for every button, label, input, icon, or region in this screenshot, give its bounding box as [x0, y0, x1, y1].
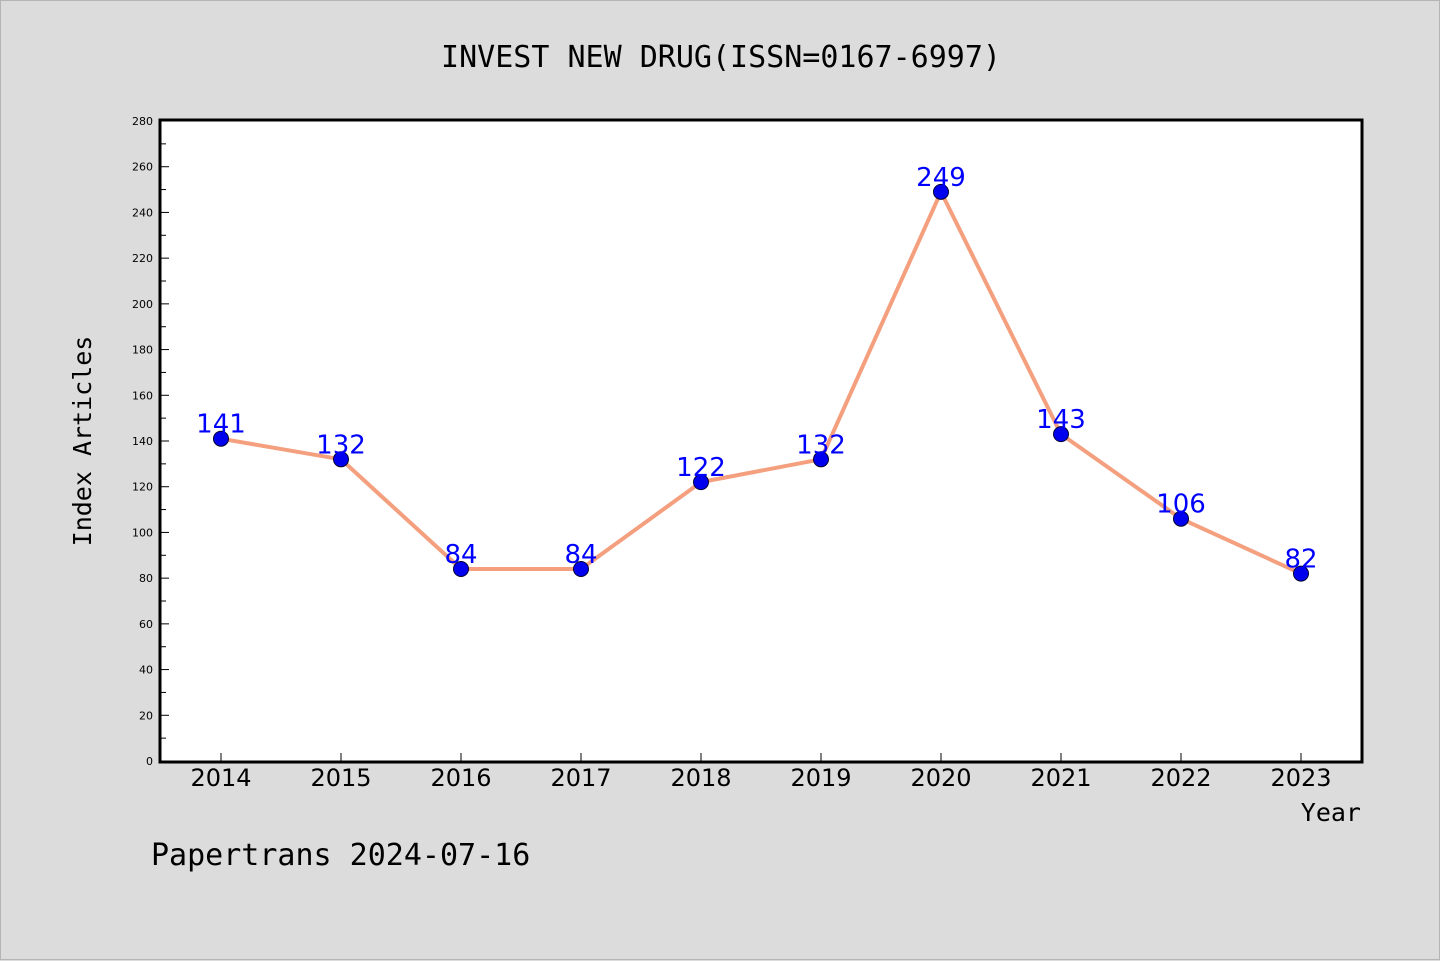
chart-title: INVEST NEW DRUG(ISSN=0167-6997) [441, 40, 1001, 75]
data-label: 249 [916, 163, 966, 193]
y-tick-label: 240 [132, 206, 153, 219]
x-tick-label: 2021 [1030, 764, 1091, 792]
data-label: 132 [796, 430, 846, 460]
data-label: 84 [564, 540, 597, 570]
y-tick-label: 80 [139, 572, 153, 585]
data-point [1293, 565, 1309, 582]
data-point [1173, 510, 1189, 527]
y-tick-label: 160 [132, 389, 153, 402]
y-tick-label: 260 [132, 161, 153, 174]
data-label: 141 [196, 410, 246, 440]
data-point [933, 183, 949, 200]
y-tick-label: 60 [139, 618, 153, 631]
data-point [693, 474, 709, 491]
y-tick-label: 100 [132, 526, 153, 539]
plot-area [158, 118, 1364, 764]
x-tick-label: 2018 [670, 764, 731, 792]
y-tick-label: 220 [132, 252, 153, 265]
data-point [453, 561, 469, 577]
x-tick-label: 2016 [430, 764, 491, 792]
x-tick-label: 2019 [790, 764, 851, 792]
data-label: 122 [676, 453, 726, 483]
data-point [573, 561, 589, 577]
data-label: 132 [316, 430, 366, 460]
y-tick-label: 200 [132, 298, 153, 311]
y-tick-label: 120 [132, 481, 153, 494]
y-tick-label: 40 [139, 664, 153, 677]
data-point [213, 430, 229, 447]
y-tick-label: 20 [139, 709, 153, 722]
y-tick-label: 280 [132, 115, 153, 128]
y-tick-label: 0 [146, 755, 153, 768]
footer-text: Papertrans 2024-07-16 [151, 838, 530, 873]
data-label: 84 [444, 540, 477, 570]
x-tick-label: 2014 [190, 764, 251, 792]
x-tick-label: 2017 [550, 764, 611, 792]
x-tick-label: 2015 [310, 764, 371, 792]
series-line [220, 189, 1302, 576]
x-tick-label: 2022 [1150, 764, 1211, 792]
y-tick-label: 180 [132, 344, 153, 357]
data-point [1053, 426, 1069, 443]
x-tick-label: 2023 [1270, 764, 1331, 792]
series: 141 132 84 84 122 132 249 143 106 82 [196, 163, 1318, 582]
data-point [813, 451, 829, 468]
data-label: 82 [1284, 545, 1317, 575]
x-axis: 2014 2015 2016 2017 2018 2019 2020 2021 2022 2023 [190, 753, 1332, 792]
y-axis: 0 20 40 60 80 100 120 140 160 180 200 220 240 260 280 [132, 115, 169, 768]
data-label: 106 [1156, 490, 1206, 520]
data-label: 143 [1036, 405, 1086, 435]
data-point [333, 451, 349, 468]
x-axis-label: Year [1301, 798, 1361, 827]
x-tick-label: 2020 [910, 764, 971, 792]
y-axis-label: Index Articles [68, 336, 97, 547]
y-tick-label: 140 [132, 435, 153, 448]
